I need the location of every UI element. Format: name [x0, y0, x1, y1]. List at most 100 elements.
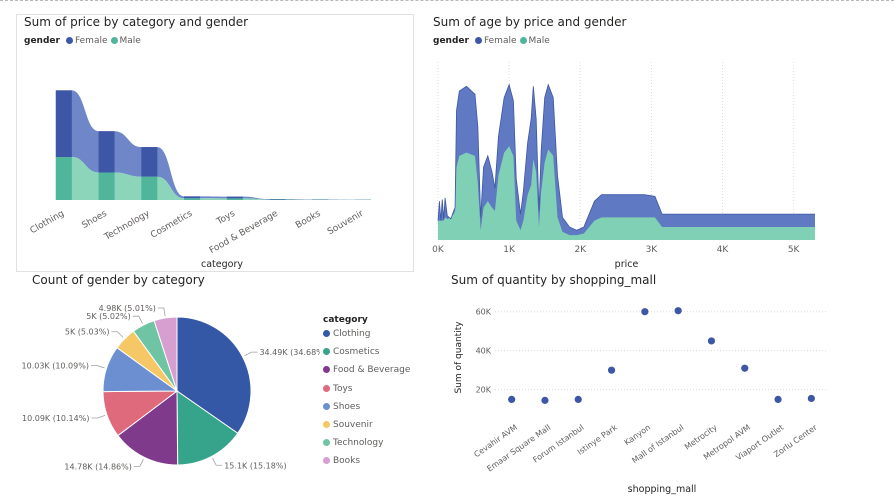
pie-legend-swatch — [323, 330, 330, 337]
data-point[interactable] — [674, 307, 682, 315]
bar-segment-female[interactable] — [184, 196, 201, 199]
pie-legend-swatch — [323, 457, 330, 465]
pie-legend-item[interactable]: Books — [323, 456, 410, 474]
bar-segment-female[interactable] — [269, 199, 286, 200]
legend-male-label: Male — [119, 36, 141, 46]
data-point[interactable] — [707, 337, 716, 345]
pie-legend-swatch — [323, 439, 330, 447]
x-tick-label: Technology — [102, 208, 152, 243]
male-area[interactable] — [438, 146, 815, 240]
gender-by-category-pie[interactable]: 34.49K (34.68%) 15.1K (15.18%) 14.78K (14.… — [0, 290, 320, 480]
pie-legend-label: Toys — [333, 383, 353, 394]
pie-legend-swatch — [323, 420, 330, 428]
x-tick-label: 0K — [432, 245, 445, 255]
pie-data-label: 10.09K (10.14%) — [22, 414, 89, 423]
legend-male-label: Male — [528, 36, 550, 46]
pie-legend-item[interactable]: Food & Beverage — [323, 365, 410, 383]
age-by-price-chart[interactable]: 0K 1K 2K 3K 4K 5K price — [425, 50, 825, 272]
legend-title: gender — [24, 36, 60, 46]
x-tick-label: Emaar Square Mall — [485, 423, 552, 474]
data-point[interactable] — [574, 395, 582, 404]
data-point[interactable] — [774, 395, 782, 404]
data-point[interactable] — [741, 364, 749, 372]
chart-title: Count of gender by category — [32, 273, 205, 287]
x-tick-label: Shoes — [80, 209, 109, 231]
pie-legend-label: Food & Beverage — [333, 365, 411, 376]
x-tick-label: Toys — [214, 209, 237, 228]
pie-data-label: 34.49K (34.68%) — [259, 348, 320, 357]
pie-legend-item[interactable]: Cosmetics — [323, 347, 410, 365]
bar-segment-male[interactable] — [98, 172, 115, 200]
pie-data-label: 15.1K (15.18%) — [224, 461, 286, 470]
chart-title: Sum of price by category and gender — [24, 15, 249, 29]
chart-legend: gender Female Male — [433, 36, 550, 46]
data-point[interactable] — [541, 396, 549, 404]
female-line — [437, 83, 815, 231]
pie-leader-line — [132, 315, 143, 324]
pie-data-label: 10.03K (10.09%) — [22, 362, 89, 371]
pie-legend-swatch — [323, 366, 330, 374]
male-ribbon-area — [55, 157, 372, 200]
bar-segment-female[interactable] — [226, 196, 243, 199]
x-tick-label: 3K — [646, 245, 659, 255]
chart-title: Sum of quantity by shopping_mall — [451, 273, 657, 287]
chart-title: Sum of age by price and gender — [433, 15, 627, 29]
y-tick-label: 60K — [476, 308, 492, 317]
x-tick-label: Books — [294, 209, 323, 231]
pie-legend-item[interactable]: Toys — [323, 384, 410, 402]
x-axis-title: price — [615, 259, 639, 270]
pie-slice-clothing[interactable] — [176, 316, 252, 434]
chart-legend: gender Female Male — [24, 36, 141, 46]
pie-legend-swatch — [323, 402, 330, 410]
x-tick-label: 4K — [717, 245, 730, 255]
y-tick-label: 40K — [476, 347, 492, 356]
pie-legend-item[interactable]: Clothing — [323, 329, 410, 347]
pie-legend-label: Clothing — [333, 329, 371, 339]
legend-male-swatch — [110, 37, 118, 44]
pie-legend-label: Cosmetics — [333, 347, 380, 358]
x-tick-label: 2K — [574, 245, 587, 255]
bar-segment-female[interactable] — [98, 131, 115, 173]
pie-leader-line — [133, 458, 144, 467]
pie-legend-item[interactable]: Shoes — [323, 402, 410, 420]
bar-segment-male[interactable] — [184, 198, 201, 200]
y-tick-label: 20K — [476, 386, 492, 395]
pie-slice-cosmetics[interactable] — [176, 390, 239, 466]
pie-legend-label: Technology — [333, 438, 384, 449]
legend-female-label: Female — [483, 36, 517, 46]
bar-segment-female[interactable] — [141, 147, 158, 177]
pie-data-label: 5K (5.02%) — [86, 312, 131, 321]
bar-segment-male[interactable] — [226, 198, 243, 200]
x-axis-title: category — [201, 259, 243, 270]
data-point[interactable] — [807, 394, 815, 403]
pie-leader-line — [91, 415, 106, 419]
pie-legend: category Clothing Cosmetics Food & Beverag… — [323, 315, 410, 475]
legend-female-swatch — [474, 37, 482, 44]
legend-female-swatch — [65, 37, 73, 44]
pie-slice-food-beverage[interactable] — [117, 390, 179, 466]
bar-segment-male[interactable] — [55, 157, 72, 200]
y-axis-title: Sum of quantity — [454, 321, 464, 394]
data-point[interactable] — [641, 308, 649, 316]
pie-data-label: 14.78K (14.86%) — [64, 462, 131, 471]
x-tick-label: Cosmetics — [149, 209, 194, 241]
pie-slice-books[interactable] — [153, 316, 178, 392]
pie-data-label: 5K (5.03%) — [65, 328, 110, 337]
x-axis-title: shopping_mall — [628, 484, 697, 495]
pie-leader-line — [111, 331, 124, 338]
price-by-category-panel[interactable] — [16, 14, 414, 272]
bar-segment-female[interactable] — [55, 90, 72, 158]
bar-segment-male[interactable] — [141, 176, 158, 200]
pie-legend-title: category — [323, 315, 368, 325]
data-point[interactable] — [607, 366, 616, 374]
pie-legend-item[interactable]: Souvenir — [323, 420, 410, 438]
pie-legend-label: Souvenir — [333, 419, 373, 430]
pie-legend-item[interactable]: Technology — [323, 438, 410, 456]
pie-data-label: 4.98K (5.01%) — [99, 304, 156, 313]
pie-leader-line — [212, 458, 223, 466]
data-point[interactable] — [508, 395, 516, 404]
pie-leader-line — [157, 307, 166, 317]
x-tick-label: Kanyon — [623, 423, 653, 447]
